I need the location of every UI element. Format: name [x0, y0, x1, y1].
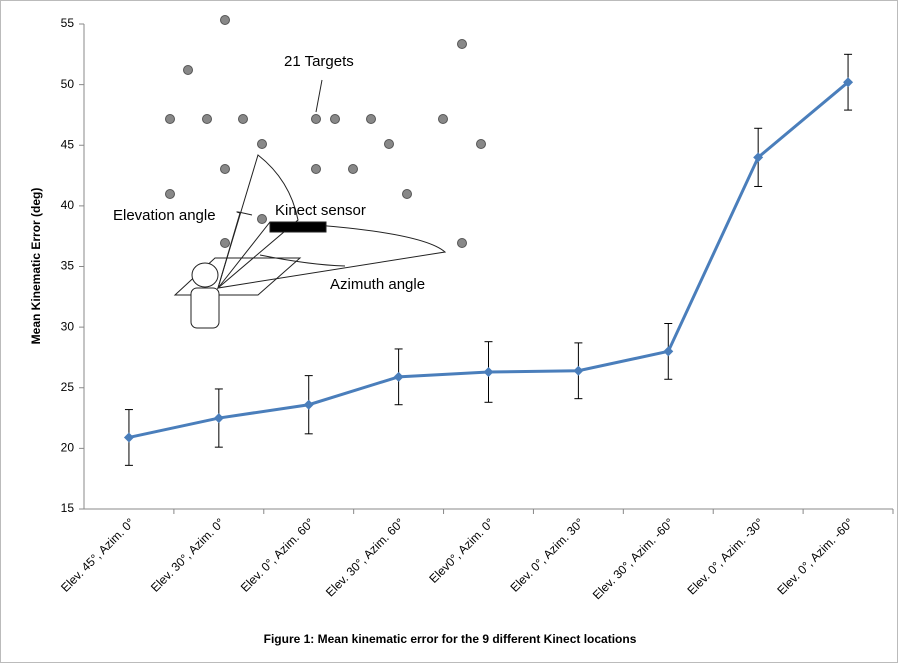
- annotation: Elevation angle: [113, 207, 216, 224]
- inset-drawing: [173, 79, 447, 329]
- y-tick-label: 30: [61, 319, 75, 333]
- marker: [303, 399, 314, 410]
- marker: [213, 413, 224, 424]
- marker: [123, 432, 134, 443]
- inset-diagram: [165, 15, 486, 248]
- marker: [573, 365, 584, 376]
- y-tick-label: 20: [61, 441, 75, 455]
- y-axis-label: Mean Kinematic Error (deg): [29, 188, 43, 345]
- annotation: Azimuth angle: [330, 276, 425, 293]
- y-tick-label: 55: [61, 16, 75, 30]
- marker: [483, 366, 494, 377]
- marker: [663, 346, 674, 357]
- y-tick-label: 35: [61, 259, 75, 273]
- y-tick-label: 40: [61, 198, 75, 212]
- annotation: 21 Targets: [284, 53, 354, 70]
- y-tick-label: 50: [61, 77, 75, 91]
- annotation: Kinect sensor: [275, 202, 366, 219]
- marker: [393, 371, 404, 382]
- caption: Figure 1: Mean kinematic error for the 9…: [264, 632, 637, 646]
- marker: [843, 77, 854, 88]
- marker: [753, 152, 764, 163]
- y-tick-label: 25: [61, 380, 75, 394]
- y-tick-label: 15: [61, 501, 75, 515]
- y-tick-label: 45: [61, 137, 75, 151]
